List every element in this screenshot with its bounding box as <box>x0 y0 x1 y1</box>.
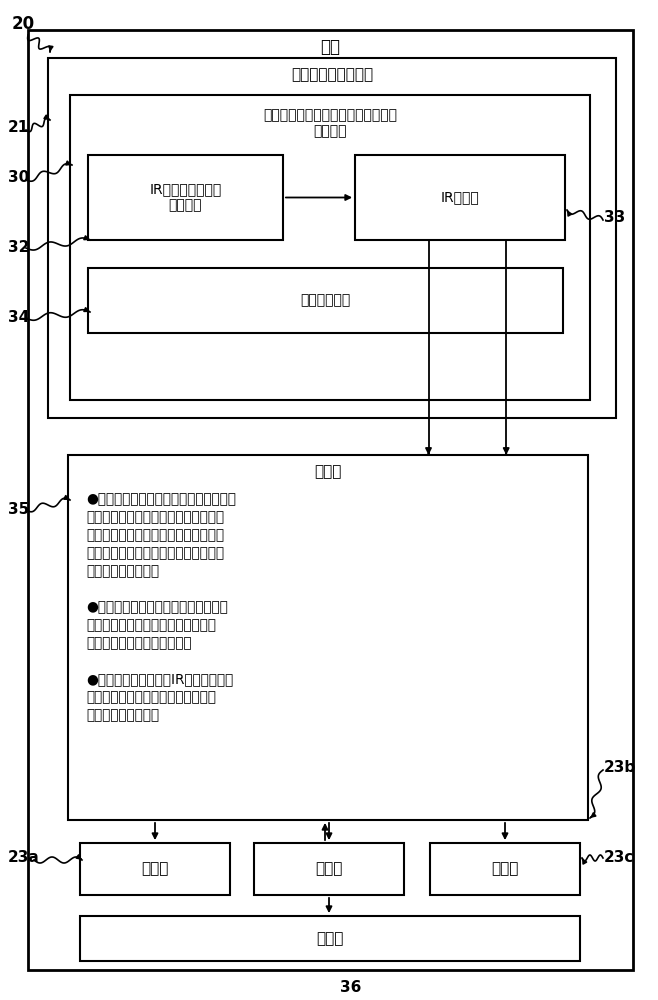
Text: 额外制动灯的运行）: 额外制动灯的运行） <box>86 708 159 722</box>
Text: 控制器: 控制器 <box>315 464 342 480</box>
Text: 接近度传感器（例如，光学式、飞行
时间式）: 接近度传感器（例如，光学式、飞行 时间式） <box>263 108 397 138</box>
Bar <box>68 455 588 820</box>
Text: 30: 30 <box>8 170 29 186</box>
Text: 制动灯: 制动灯 <box>492 861 519 876</box>
Bar <box>88 155 283 240</box>
Text: 35: 35 <box>8 502 29 518</box>
Text: 存储器: 存储器 <box>316 931 343 946</box>
Text: IR传感器: IR传感器 <box>441 190 480 205</box>
Text: IR发射器（例如，
激光器）: IR发射器（例如， 激光器） <box>149 182 222 213</box>
Text: 36: 36 <box>340 980 361 996</box>
Bar <box>80 916 580 961</box>
Text: 32: 32 <box>8 240 30 255</box>
Bar <box>254 843 404 895</box>
Text: 如基于加速度超过阈値），选择性地: 如基于加速度超过阈値），选择性地 <box>86 618 216 632</box>
Bar <box>80 843 230 895</box>
Text: 33: 33 <box>604 211 625 226</box>
Text: ●基于所确定的多个制动踏板位置（例: ●基于所确定的多个制动踏板位置（例 <box>86 600 228 614</box>
Bar <box>430 843 580 895</box>
Text: 21: 21 <box>8 120 29 135</box>
Text: 20: 20 <box>12 15 35 33</box>
Text: 的脚踏操作的过程中相对于时间确定多: 的脚踏操作的过程中相对于时间确定多 <box>86 510 224 524</box>
Text: 23a: 23a <box>8 850 39 865</box>
Text: 34: 34 <box>8 310 29 326</box>
Text: 间所确定的多个制动踏板位置来确定该: 间所确定的多个制动踏板位置来确定该 <box>86 546 224 560</box>
Text: 个制动踏板位置（例如，基于相对于时: 个制动踏板位置（例如，基于相对于时 <box>86 528 224 542</box>
Text: ●与接近度传感器协作，从而在制动踏板: ●与接近度传感器协作，从而在制动踏板 <box>86 492 236 506</box>
Text: 制动灯: 制动灯 <box>315 861 343 876</box>
Text: 制动踏板（脚踏的）: 制动踏板（脚踏的） <box>291 68 373 83</box>
Text: 23c: 23c <box>604 850 634 865</box>
Text: ●基于环境光来调整该IR传感器的动态: ●基于环境光来调整该IR传感器的动态 <box>86 672 233 686</box>
Text: 范围（例如亮度、颜色、闪烁频率和: 范围（例如亮度、颜色、闪烁频率和 <box>86 690 216 704</box>
Text: 23b: 23b <box>604 760 636 776</box>
Bar <box>88 268 563 333</box>
Text: 车辆: 车辆 <box>320 38 340 56</box>
Text: 环境光传感器: 环境光传感器 <box>300 294 351 308</box>
Bar <box>48 58 616 418</box>
Text: 调整该至少一个制动灯的光强: 调整该至少一个制动灯的光强 <box>86 636 191 650</box>
Bar <box>70 95 590 400</box>
Text: 制动踏板的加速度）: 制动踏板的加速度） <box>86 564 159 578</box>
Bar <box>355 155 565 240</box>
Text: 制动灯: 制动灯 <box>141 861 168 876</box>
